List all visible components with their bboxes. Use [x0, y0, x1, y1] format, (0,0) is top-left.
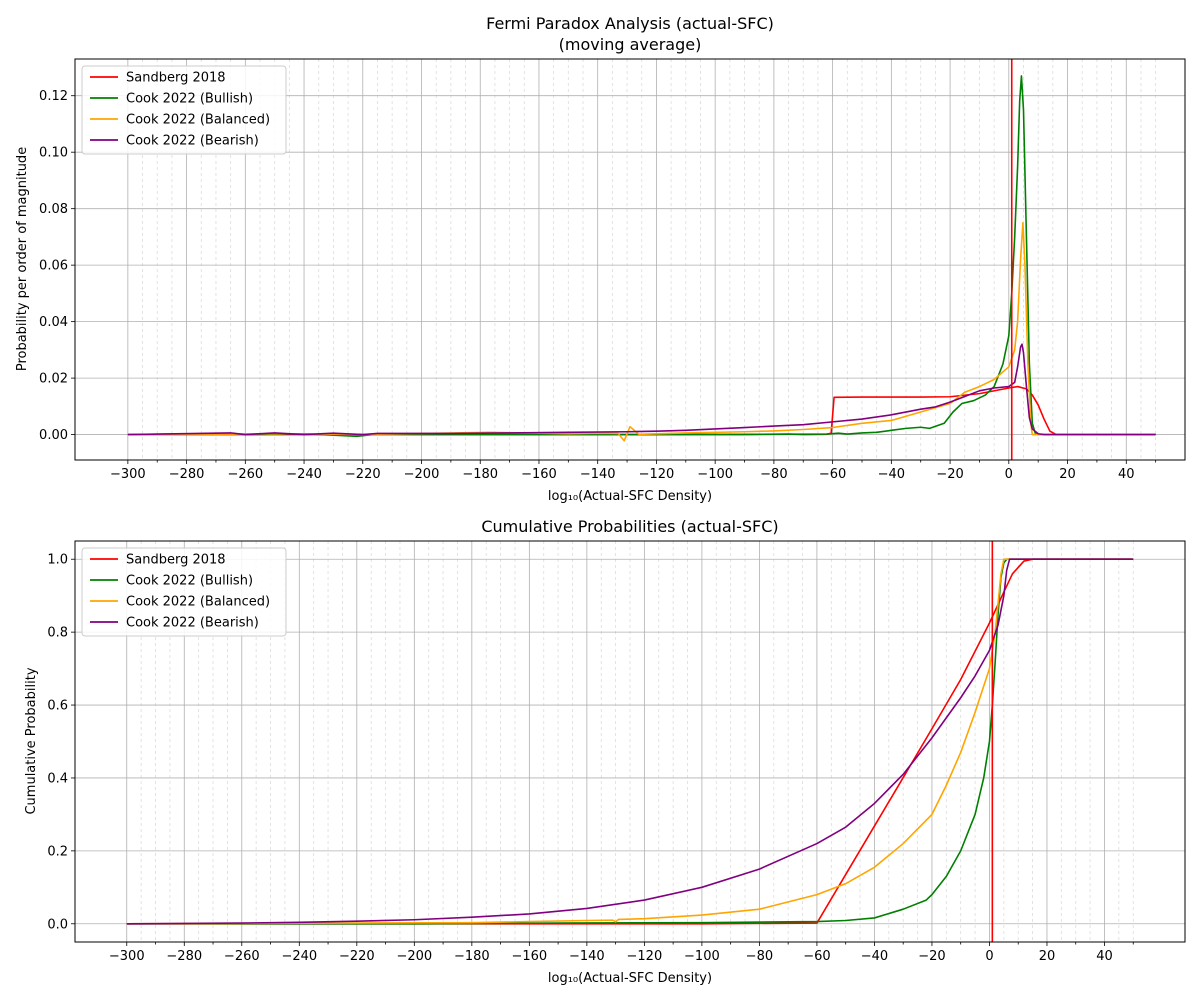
chart2-legend-label: Cook 2022 (Bearish) — [126, 616, 259, 631]
chart1-y-tick-label: 0.02 — [39, 372, 68, 387]
chart1-x-tick-label: −200 — [404, 467, 440, 482]
chart2-x-tick-label: −300 — [109, 949, 145, 964]
chart1-legend-label: Cook 2022 (Balanced) — [126, 113, 270, 128]
chart2-legend-box — [81, 547, 287, 637]
chart1-x-tick-label: −240 — [286, 467, 322, 482]
chart1-y-tick-label: 0.06 — [39, 259, 68, 274]
chart2-y-tick-label: 0.4 — [47, 771, 68, 786]
chart2-ylabel: Cumulative Probability — [24, 667, 39, 814]
chart1-x-tick-label: −260 — [227, 467, 263, 482]
chart1-y-tick-label: 0.10 — [39, 146, 68, 161]
chart1-x-tick-label: 0 — [1005, 467, 1013, 482]
chart1-legend-box — [81, 65, 287, 155]
chart1-axes-frame — [74, 58, 1186, 461]
chart2-x-tick-label: 40 — [1096, 949, 1113, 964]
chart2-x-tick-label: −240 — [281, 949, 317, 964]
chart1-x-tick-label: −40 — [878, 467, 905, 482]
chart2-x-tick-label: −200 — [396, 949, 432, 964]
chart1-x-tick-label: −120 — [639, 467, 675, 482]
chart2-plot-area: −300 −280 −260 −240 −220 −200 −180 −160 −140 −120… — [47, 540, 1186, 964]
chart2-x-tick-label: −280 — [166, 949, 202, 964]
chart1-x-tick-label: −60 — [819, 467, 846, 482]
chart1-x-tick-label: −80 — [760, 467, 787, 482]
chart2-x-tick-label: 20 — [1039, 949, 1056, 964]
chart2-y-tick-label: 0.8 — [47, 626, 68, 641]
chart2-x-tick-label: −220 — [339, 949, 375, 964]
chart1-x-tick-label: −20 — [936, 467, 963, 482]
chart2-x-tick-label: −100 — [684, 949, 720, 964]
chart1-series-line-3 — [127, 221, 1156, 442]
chart1-legend-label: Cook 2022 (Bearish) — [126, 134, 259, 149]
chart1-series-line-4 — [127, 343, 1156, 436]
chart2-legend: Sandberg 2018 Cook 2022 (Bullish) Cook 202… — [81, 547, 287, 637]
chart2-x-tick-label: 0 — [985, 949, 993, 964]
chart1-legend: Sandberg 2018 Cook 2022 (Bullish) Cook 202… — [81, 65, 287, 155]
chart2-legend-label: Cook 2022 (Bullish) — [126, 574, 253, 589]
chart2-title: Cumulative Probabilities (actual-SFC) — [481, 517, 778, 536]
chart2-x-tick-label: −20 — [918, 949, 945, 964]
chart2-y-tick-label: 0.0 — [47, 917, 68, 932]
chart2-x-tick-label: −120 — [627, 949, 663, 964]
chart1-x-tick-label: −280 — [169, 467, 205, 482]
chart1-ylabel: Probability per order of magnitude — [15, 147, 30, 371]
chart1-x-tick-label: −220 — [345, 467, 381, 482]
chart2-y-tick-label: 1.0 — [47, 553, 68, 568]
chart1-x-tick-label: 40 — [1118, 467, 1135, 482]
chart2-y-tick-label: 0.6 — [47, 699, 68, 714]
chart2-series-line-4 — [126, 558, 1134, 925]
chart1-plot-area: −300 −280 −260 −240 −220 −200 −180 −160 −140 −120… — [39, 58, 1186, 482]
chart1-series-line-2 — [127, 75, 1156, 438]
chart2-series-line-3 — [126, 558, 1134, 925]
chart1-y-tick-label: 0.04 — [39, 315, 68, 330]
chart1-x-tick-label: 20 — [1059, 467, 1076, 482]
chart1-subtitle: (moving average) — [559, 35, 702, 54]
chart2-x-tick-label: −80 — [746, 949, 773, 964]
chart1-y-tick-label: 0.00 — [39, 428, 68, 443]
chart1-x-tick-label: −160 — [521, 467, 557, 482]
chart2-x-tick-label: −180 — [454, 949, 490, 964]
chart1-x-tick-label: −180 — [462, 467, 498, 482]
chart2-axes-frame — [74, 540, 1186, 943]
chart1-x-tick-label: −100 — [697, 467, 733, 482]
chart1-xlabel: log₁₀(Actual-SFC Density) — [548, 489, 712, 504]
chart1-legend-label: Sandberg 2018 — [126, 71, 226, 86]
chart2-legend-label: Sandberg 2018 — [126, 553, 226, 568]
chart2-x-tick-label: −140 — [569, 949, 605, 964]
chart2-series-line-1 — [126, 558, 1134, 925]
chart2-x-tick-label: −260 — [224, 949, 260, 964]
chart2-x-tick-label: −60 — [803, 949, 830, 964]
chart1-x-tick-label: −140 — [580, 467, 616, 482]
chart1-x-tick-label: −300 — [110, 467, 146, 482]
chart2-x-tick-label: −160 — [511, 949, 547, 964]
chart1-y-tick-label: 0.12 — [39, 89, 68, 104]
chart1-y-tick-label: 0.08 — [39, 202, 68, 217]
chart1-title: Fermi Paradox Analysis (actual-SFC) — [486, 14, 774, 33]
chart2-y-tick-label: 0.2 — [47, 844, 68, 859]
chart2-legend-label: Cook 2022 (Balanced) — [126, 595, 270, 610]
chart2-x-tick-label: −40 — [861, 949, 888, 964]
chart1-legend-label: Cook 2022 (Bullish) — [126, 92, 253, 107]
chart2-xlabel: log₁₀(Actual-SFC Density) — [548, 971, 712, 986]
